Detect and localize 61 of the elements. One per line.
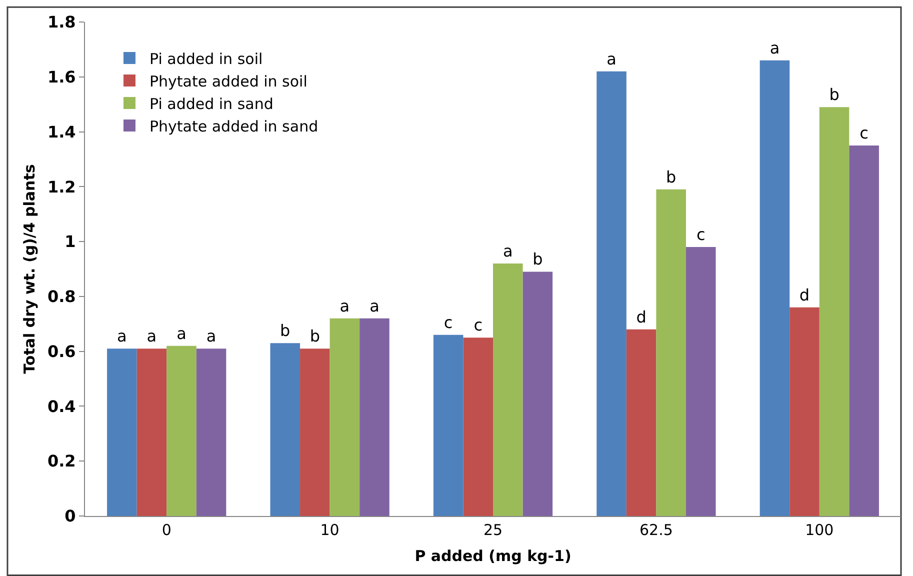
bar [790, 307, 820, 516]
x-axis-title: P added (mg kg-1) [414, 547, 572, 565]
data-label: a [340, 296, 350, 316]
data-label: d [636, 307, 646, 326]
bar [596, 71, 626, 516]
bar [463, 338, 493, 516]
x-tick-label: 10 [320, 521, 340, 539]
legend-label: Phytate added in soil [149, 72, 308, 90]
data-label: c [474, 316, 483, 335]
bar [196, 348, 226, 516]
bar [760, 60, 790, 516]
bar [136, 348, 167, 516]
bar [686, 247, 716, 516]
bar [433, 334, 464, 516]
bar [493, 264, 523, 516]
bar [656, 189, 686, 516]
data-label: b [280, 321, 290, 340]
data-label: a [770, 38, 780, 58]
y-tick-label: 1.6 [47, 67, 76, 86]
data-label: c [860, 124, 868, 142]
data-label: b [532, 250, 543, 269]
x-tick-label: 25 [483, 521, 503, 539]
data-label: c [444, 312, 453, 332]
y-tick-label: 1.8 [47, 12, 76, 32]
bar [330, 318, 360, 516]
bar [107, 348, 137, 516]
data-label: b [829, 85, 840, 104]
y-tick-label: 0.6 [47, 342, 76, 361]
bar [166, 346, 196, 516]
data-label: a [606, 49, 616, 68]
y-tick-label: 0 [64, 506, 76, 526]
legend-label: Pi added in soil [149, 50, 263, 68]
bar [849, 146, 879, 516]
data-label: a [370, 296, 380, 316]
y-tick-label: 0.2 [47, 452, 76, 471]
y-tick-label: 0.4 [47, 396, 76, 416]
x-tick-label: 0 [162, 521, 172, 539]
bar [270, 343, 300, 516]
y-tick-label: 0.8 [47, 287, 76, 306]
y-tick-label: 1.2 [47, 177, 76, 196]
legend-label: Phytate added in sand [149, 117, 318, 136]
data-label: a [502, 242, 513, 261]
x-tick-label: 100 [805, 521, 834, 539]
bar [360, 318, 390, 516]
bar [626, 329, 656, 516]
data-label: a [117, 326, 127, 346]
data-label: b [310, 326, 320, 346]
data-label: a [206, 326, 216, 346]
bar [819, 107, 850, 516]
data-label: b [666, 167, 676, 186]
legend-label: Pi added in sand [149, 94, 274, 113]
bar [522, 272, 553, 516]
data-label: c [696, 225, 706, 244]
data-label: a [146, 326, 157, 346]
x-tick-label: 62.5 [639, 521, 673, 539]
bar [300, 348, 330, 516]
data-label: a [176, 324, 186, 343]
y-tick-label: 1 [64, 232, 76, 252]
data-label: d [799, 285, 810, 304]
y-axis-title: Total dry wt. (g)/4 plants [20, 164, 39, 374]
y-tick-label: 1.4 [47, 122, 76, 142]
